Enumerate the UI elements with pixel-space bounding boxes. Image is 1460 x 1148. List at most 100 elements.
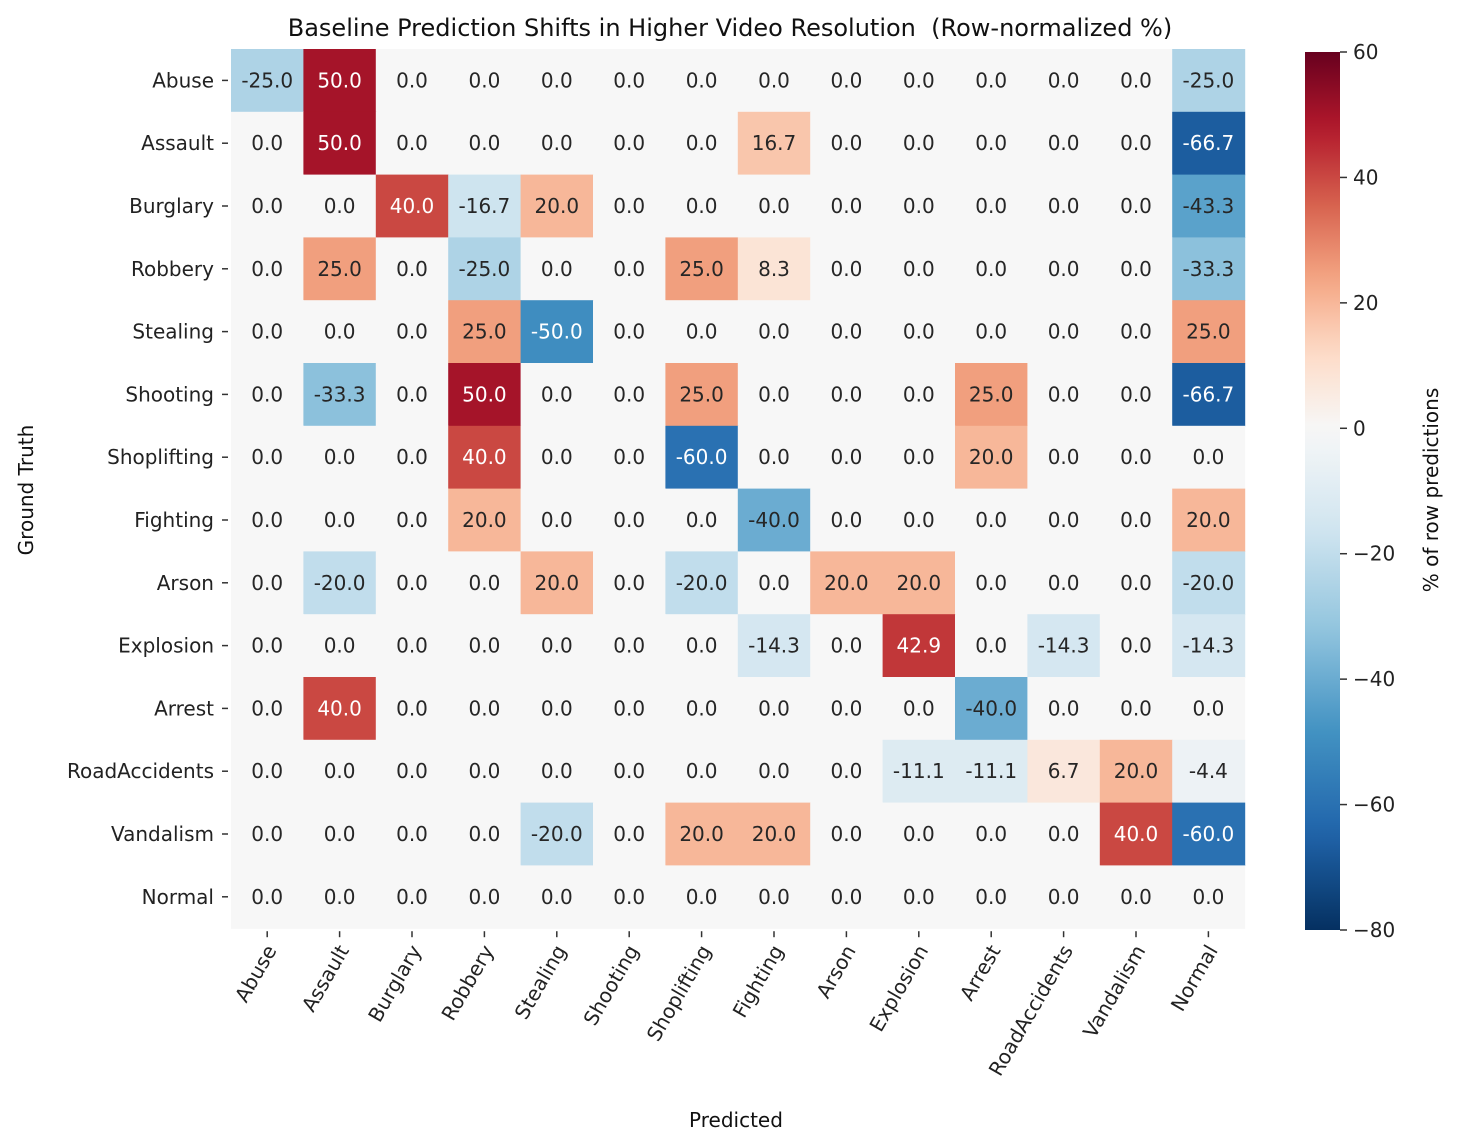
cell-value-label: 0.0 — [975, 68, 1007, 92]
heatmap-cell — [375, 677, 449, 741]
heatmap-cell — [231, 614, 304, 678]
heatmap-cell — [303, 425, 377, 490]
heatmap-cell — [882, 739, 956, 804]
cell-value-label: -60.0 — [1183, 822, 1235, 846]
cell-value-label: 0.0 — [758, 320, 790, 344]
cell-value-label: -50.0 — [531, 320, 583, 344]
heatmap-cell — [520, 237, 594, 301]
cell-value-label: 0.0 — [975, 571, 1007, 595]
cell-value-label: -66.7 — [1183, 131, 1235, 155]
heatmap-cell — [231, 237, 304, 301]
cell-value-label: 40.0 — [317, 696, 362, 720]
heatmap-cell — [882, 425, 956, 490]
y-tick-label: Abuse — [152, 68, 214, 92]
cell-value-label: 20.0 — [535, 571, 580, 595]
heatmap-cell — [231, 111, 304, 176]
heatmap-cell — [810, 300, 884, 364]
heatmap-cell — [448, 111, 522, 176]
heatmap-cell — [1099, 739, 1173, 804]
heatmap-cell — [955, 802, 1028, 866]
y-tick-label: Vandalism — [111, 822, 214, 846]
cell-value-label: 0.0 — [903, 822, 935, 846]
heatmap-cell — [1172, 865, 1246, 929]
cell-value-label: -4.4 — [1189, 759, 1228, 783]
cell-value-label: 25.0 — [679, 257, 724, 281]
cell-value-label: -11.1 — [893, 759, 945, 783]
y-tick-label: Shooting — [125, 382, 214, 406]
heatmap-cell — [520, 300, 594, 364]
heatmap-cell — [810, 551, 884, 615]
heatmap-cell — [1027, 614, 1101, 678]
cell-value-label: 0.0 — [830, 696, 862, 720]
cell-value-label: 0.0 — [251, 822, 283, 846]
cell-value-label: 0.0 — [830, 634, 862, 658]
heatmap-cell — [1172, 614, 1246, 678]
cell-value-label: 0.0 — [324, 194, 356, 218]
cell-value-label: 20.0 — [969, 445, 1014, 469]
colorbar-label: % of row predictions — [1419, 388, 1443, 593]
colorbar-tick-label: −20 — [1353, 542, 1395, 566]
cell-value-label: 0.0 — [613, 194, 645, 218]
cell-value-label: 0.0 — [324, 320, 356, 344]
cell-value-label: 0.0 — [251, 634, 283, 658]
heatmap-cell — [1027, 425, 1101, 490]
y-tick-label: Explosion — [118, 634, 214, 658]
heatmap-cell — [303, 488, 377, 552]
cell-value-label: -14.3 — [1038, 634, 1090, 658]
heatmap-cell — [520, 174, 594, 238]
cell-value-label: 0.0 — [251, 131, 283, 155]
cell-value-label: 0.0 — [251, 885, 283, 909]
colorbar: 60 40 20 0 −20 −40 −60 −80 % of row predictions — [1305, 40, 1443, 942]
heatmap-cell — [955, 677, 1028, 741]
heatmap-cell — [955, 739, 1028, 804]
heatmap-cell — [882, 551, 956, 615]
heatmap-cell — [882, 300, 956, 364]
colorbar-tick-label: 40 — [1353, 165, 1378, 189]
heatmap-cell — [303, 49, 377, 113]
cell-value-label: 0.0 — [613, 257, 645, 281]
cell-value-label: 0.0 — [251, 320, 283, 344]
heatmap-cell — [882, 865, 956, 929]
heatmap-cell — [955, 363, 1028, 427]
cell-value-label: 0.0 — [686, 696, 718, 720]
heatmap-cell — [1172, 677, 1246, 741]
cell-value-label: 0.0 — [251, 257, 283, 281]
cell-value-label: 0.0 — [396, 759, 428, 783]
heatmap-cell — [955, 237, 1028, 301]
cell-value-label: 0.0 — [830, 885, 862, 909]
heatmap-cell — [882, 363, 956, 427]
cell-value-label: 20.0 — [1114, 759, 1159, 783]
cell-value-label: 0.0 — [758, 445, 790, 469]
x-tick-label: Arson — [811, 941, 860, 1003]
cell-value-label: 0.0 — [251, 445, 283, 469]
cell-value-label: 0.0 — [613, 634, 645, 658]
cell-value-label: 0.0 — [1120, 257, 1152, 281]
heatmap-cell — [665, 551, 739, 615]
heatmap-cell — [665, 739, 739, 804]
heatmap-cell — [303, 551, 377, 615]
cell-value-label: -20.0 — [1183, 571, 1235, 595]
heatmap-cell — [665, 174, 739, 238]
heatmap-cell — [593, 865, 666, 929]
heatmap-cell — [810, 174, 884, 238]
cell-value-label: 0.0 — [1192, 885, 1224, 909]
cell-value-label: 16.7 — [752, 131, 797, 155]
x-tick-label: Arrest — [955, 941, 1006, 1005]
heatmap-cell — [448, 237, 522, 301]
cell-value-label: 0.0 — [251, 194, 283, 218]
cell-value-label: 0.0 — [613, 382, 645, 406]
heatmap-cell — [593, 111, 666, 176]
cell-value-label: 0.0 — [758, 571, 790, 595]
x-tick-label: Normal — [1166, 941, 1223, 1016]
cell-value-label: 0.0 — [468, 634, 500, 658]
heatmap-cell — [737, 425, 811, 490]
heatmap-cell — [593, 488, 666, 552]
heatmap-cell — [448, 551, 522, 615]
cell-value-label: 0.0 — [1048, 382, 1080, 406]
cell-value-label: 0.0 — [830, 131, 862, 155]
heatmap-cell — [810, 111, 884, 176]
cell-value-label: 0.0 — [613, 445, 645, 469]
cell-value-label: 0.0 — [396, 68, 428, 92]
heatmap-cell — [1027, 677, 1101, 741]
